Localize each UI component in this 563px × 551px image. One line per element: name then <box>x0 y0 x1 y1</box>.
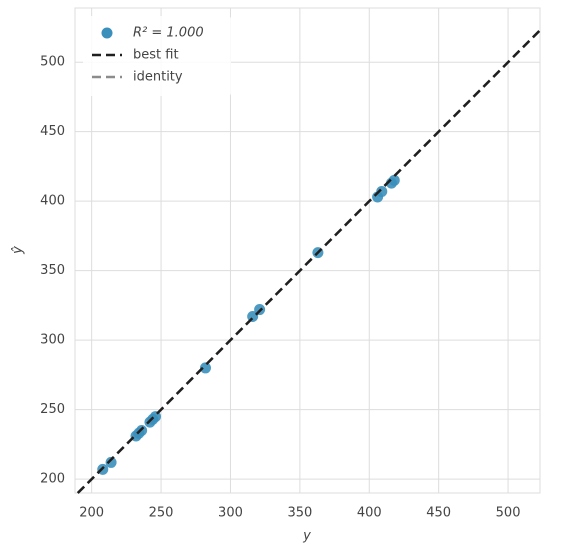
x-axis-label: y <box>302 529 311 544</box>
x-tick-label: 350 <box>287 506 312 521</box>
point <box>376 185 388 197</box>
x-tick-label: 200 <box>79 506 104 521</box>
legend-label: best fit <box>133 48 179 63</box>
legend-marker <box>101 27 113 39</box>
y-tick-label: 450 <box>40 124 65 139</box>
y-tick-label: 250 <box>40 402 65 417</box>
legend-label: identity <box>133 70 183 85</box>
point <box>388 174 400 186</box>
reference-line <box>76 29 541 494</box>
point <box>199 362 211 374</box>
y-tick-label: 350 <box>40 263 65 278</box>
x-tick-label: 250 <box>149 506 174 521</box>
y-tick-label: 200 <box>40 472 65 487</box>
x-tick-label: 450 <box>426 506 451 521</box>
y-axis-label: ŷ <box>11 246 26 255</box>
legend: R² = 1.000 best fit identity <box>83 16 231 96</box>
point <box>105 456 117 468</box>
x-tick-label: 400 <box>357 506 382 521</box>
legend-label: R² = 1.000 <box>133 26 204 41</box>
y-tick-label: 300 <box>40 333 65 348</box>
x-tick-label: 500 <box>496 506 521 521</box>
y-tick-label: 500 <box>40 55 65 70</box>
x-tick-label: 300 <box>218 506 243 521</box>
y-tick-label: 400 <box>40 194 65 209</box>
